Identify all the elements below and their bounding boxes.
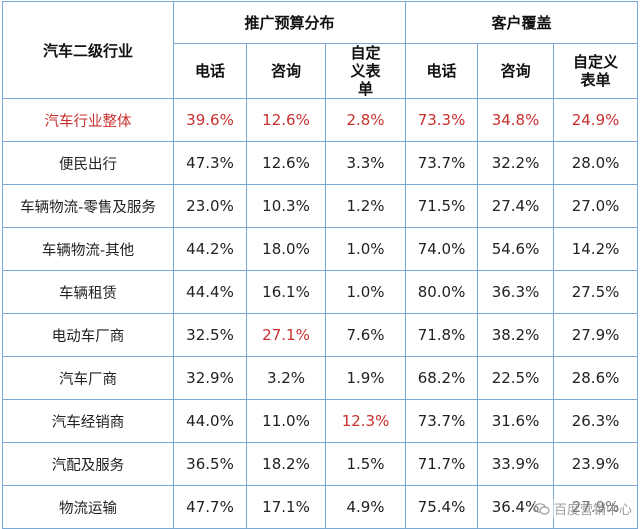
cell-value: 47.7% <box>173 485 247 529</box>
cell-value: 44.0% <box>173 399 247 443</box>
table-row: 便民出行 47.3% 12.6% 3.3% 73.7% 32.2% 28.0% <box>2 141 639 185</box>
cell-value: 71.8% <box>405 313 479 357</box>
industry-name: 汽车经销商 <box>2 399 174 443</box>
header-customer-coverage: 客户覆盖 <box>405 1 639 44</box>
cell-value: 44.4% <box>173 270 247 314</box>
cell-value: 12.6% <box>246 98 326 142</box>
table-row: 汽车经销商 44.0% 11.0% 12.3% 73.7% 31.6% 26.3… <box>2 399 639 443</box>
cell-value: 73.7% <box>405 141 479 185</box>
cell-value: 27.0% <box>553 184 639 228</box>
table-body: 汽车行业整体 39.6% 12.6% 2.8% 73.3% 34.8% 24.9… <box>2 98 639 529</box>
cell-value: 23.9% <box>553 442 639 486</box>
header-phone-budget: 电话 <box>173 43 247 99</box>
cell-value: 32.9% <box>173 356 247 400</box>
cell-value: 27.5% <box>553 270 639 314</box>
industry-name: 便民出行 <box>2 141 174 185</box>
industry-name: 车辆物流-其他 <box>2 227 174 271</box>
cell-value: 28.0% <box>553 141 639 185</box>
header-consult-budget: 咨询 <box>246 43 326 99</box>
cell-value: 39.6% <box>173 98 247 142</box>
cell-value: 32.5% <box>173 313 247 357</box>
table-row: 物流运输 47.7% 17.1% 4.9% 75.4% 36.4% 27.9% <box>2 485 639 529</box>
cell-value: 18.0% <box>246 227 326 271</box>
table-row: 汽车行业整体 39.6% 12.6% 2.8% 73.3% 34.8% 24.9… <box>2 98 639 142</box>
industry-name: 汽配及服务 <box>2 442 174 486</box>
cell-value: 10.3% <box>246 184 326 228</box>
cell-value: 27.9% <box>553 313 639 357</box>
watermark-text: 百度营销中心 <box>553 503 632 518</box>
cell-value: 22.5% <box>477 356 555 400</box>
header-form-budget: 自定义表单 <box>324 43 407 99</box>
industry-name: 车辆物流-零售及服务 <box>2 184 174 228</box>
cell-value: 54.6% <box>477 227 555 271</box>
cell-value: 1.5% <box>324 442 407 486</box>
cell-value: 80.0% <box>405 270 479 314</box>
cell-value: 34.8% <box>477 98 555 142</box>
header-phone-coverage: 电话 <box>405 43 479 99</box>
industry-name: 汽车行业整体 <box>2 98 174 142</box>
wechat-icon <box>533 502 550 515</box>
cell-value: 4.9% <box>324 485 407 529</box>
watermark: 百度营销中心 <box>533 499 632 518</box>
cell-value: 33.9% <box>477 442 555 486</box>
cell-value: 11.0% <box>246 399 326 443</box>
cell-value: 16.1% <box>246 270 326 314</box>
table-row: 汽配及服务 36.5% 18.2% 1.5% 71.7% 33.9% 23.9% <box>2 442 639 486</box>
cell-value: 73.7% <box>405 399 479 443</box>
header-budget-distribution: 推广预算分布 <box>172 1 407 44</box>
cell-value: 27.1% <box>246 313 326 357</box>
cell-value: 26.3% <box>553 399 639 443</box>
table-row: 车辆租赁 44.4% 16.1% 1.0% 80.0% 36.3% 27.5% <box>2 270 639 314</box>
cell-value: 17.1% <box>246 485 326 529</box>
cell-value: 1.0% <box>324 227 407 271</box>
header-consult-coverage: 咨询 <box>477 43 555 99</box>
cell-value: 36.3% <box>477 270 555 314</box>
industry-name: 车辆租赁 <box>2 270 174 314</box>
cell-value: 73.3% <box>405 98 479 142</box>
cell-value: 7.6% <box>324 313 407 357</box>
table-row: 电动车厂商 32.5% 27.1% 7.6% 71.8% 38.2% 27.9% <box>2 313 639 357</box>
table-row: 汽车厂商 32.9% 3.2% 1.9% 68.2% 22.5% 28.6% <box>2 356 639 400</box>
cell-value: 68.2% <box>405 356 479 400</box>
header-form-coverage-label: 自定义表单 <box>573 53 619 89</box>
cell-value: 14.2% <box>553 227 639 271</box>
cell-value: 28.6% <box>553 356 639 400</box>
cell-value: 23.0% <box>173 184 247 228</box>
cell-value: 27.4% <box>477 184 555 228</box>
cell-value: 44.2% <box>173 227 247 271</box>
cell-value: 18.2% <box>246 442 326 486</box>
cell-value: 1.9% <box>324 356 407 400</box>
cell-value: 3.2% <box>246 356 326 400</box>
cell-value: 38.2% <box>477 313 555 357</box>
cell-value: 12.6% <box>246 141 326 185</box>
industry-name: 电动车厂商 <box>2 313 174 357</box>
cell-value: 3.3% <box>324 141 407 185</box>
cell-value: 31.6% <box>477 399 555 443</box>
cell-value: 24.9% <box>553 98 639 142</box>
cell-value: 74.0% <box>405 227 479 271</box>
cell-value: 75.4% <box>405 485 479 529</box>
cell-value: 1.0% <box>324 270 407 314</box>
cell-value: 12.3% <box>324 399 407 443</box>
cell-value: 36.5% <box>173 442 247 486</box>
cell-value: 32.2% <box>477 141 555 185</box>
table-row: 车辆物流-其他 44.2% 18.0% 1.0% 74.0% 54.6% 14.… <box>2 227 639 271</box>
cell-value: 2.8% <box>324 98 407 142</box>
industry-name: 汽车厂商 <box>2 356 174 400</box>
cell-value: 71.7% <box>405 442 479 486</box>
cell-value: 27.9% <box>553 485 639 529</box>
header-industry: 汽车二级行业 <box>2 1 174 99</box>
industry-name: 物流运输 <box>2 485 174 529</box>
header-form-budget-label: 自定义表单 <box>350 44 381 98</box>
cell-value: 71.5% <box>405 184 479 228</box>
header-form-coverage: 自定义表单 <box>553 43 639 99</box>
cell-value: 47.3% <box>173 141 247 185</box>
table-row: 车辆物流-零售及服务 23.0% 10.3% 1.2% 71.5% 27.4% … <box>2 184 639 228</box>
cell-value: 1.2% <box>324 184 407 228</box>
